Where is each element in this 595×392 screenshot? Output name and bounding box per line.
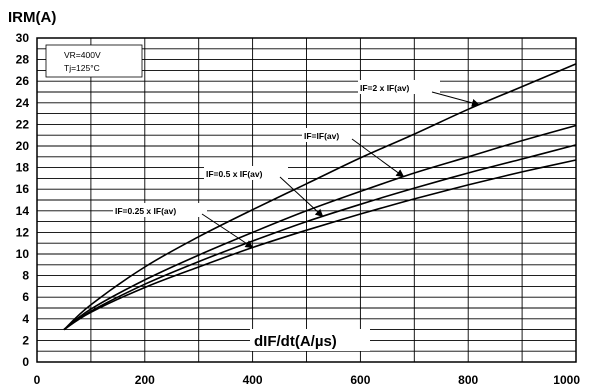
- series-layer: [63, 63, 577, 331]
- y-tick-label: 12: [16, 225, 30, 239]
- y-tick-label: 16: [16, 182, 30, 196]
- annotation-025x: IF=0.25 x IF(av): [115, 206, 176, 216]
- annotation-bg-05x: [204, 166, 288, 180]
- x-axis-label-group: dIF/dt(A/µs): [250, 329, 370, 351]
- conditions-frame: [45, 44, 143, 78]
- y-tick-label: 20: [16, 139, 30, 153]
- series-line-3: [63, 159, 577, 331]
- x-tick-label: 400: [243, 373, 263, 387]
- x-axis-label: dIF/dt(A/µs): [254, 333, 337, 350]
- y-tick-label: 14: [16, 204, 30, 218]
- series-line-2: [63, 144, 577, 331]
- y-tick-label: 30: [16, 31, 30, 45]
- x-axis-label-bg: [250, 329, 370, 351]
- y-tick-label: 0: [22, 355, 29, 369]
- y-tick-label: 10: [16, 247, 30, 261]
- x-tick-label: 200: [135, 373, 155, 387]
- grid: [37, 38, 576, 362]
- conditions-box: VR=400V Tj=125°C: [45, 44, 143, 78]
- series-line-1: [63, 124, 577, 331]
- annotation-1x: IF=IF(av): [304, 131, 339, 141]
- x-tick-label: 800: [458, 373, 478, 387]
- y-tick-label: 24: [16, 96, 30, 110]
- annotation-05x: IF=0.5 x IF(av): [206, 169, 263, 179]
- y-axis-label: IRM(A): [8, 9, 56, 26]
- y-tick-label: 26: [16, 74, 30, 88]
- y-tick-label: 28: [16, 53, 30, 67]
- annotation-bg-1x: [302, 128, 360, 142]
- y-tick-label: 8: [22, 269, 29, 283]
- plot-frame: [36, 37, 577, 363]
- series-line-0: [63, 63, 577, 331]
- x-tick-label: 0: [34, 373, 41, 387]
- annotation-arrow: [201, 213, 254, 249]
- x-tick-label: 600: [350, 373, 370, 387]
- annotation-2x: IF=2 x IF(av): [360, 83, 410, 93]
- y-tick-label: 2: [22, 333, 29, 347]
- annotation-arrow: [279, 176, 324, 218]
- annotation-bg-2x: [358, 80, 440, 94]
- y-tick-label: 18: [16, 161, 30, 175]
- annotations: IF=2 x IF(av) IF=IF(av) IF=0.5 x IF(av) …: [113, 80, 480, 249]
- y-tick-label: 22: [16, 117, 30, 131]
- y-tick-label: 6: [22, 290, 29, 304]
- condition-vr: VR=400V: [64, 50, 101, 60]
- annotation-bg-025x: [113, 203, 207, 217]
- condition-tj: Tj=125°C: [64, 63, 100, 73]
- y-tick-label: 4: [22, 312, 29, 326]
- annotation-arrow: [431, 91, 480, 107]
- annotation-arrow: [351, 138, 405, 178]
- x-tick-label: 1000: [553, 373, 580, 387]
